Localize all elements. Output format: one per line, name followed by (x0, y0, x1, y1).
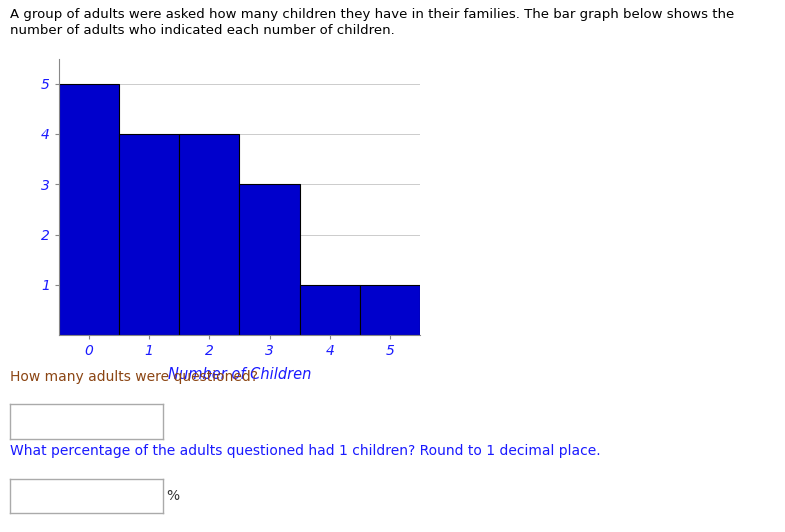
Text: A group of adults were asked how many children they have in their families. The : A group of adults were asked how many ch… (10, 8, 735, 21)
Text: What percentage of the adults questioned had 1 children? Round to 1 decimal plac: What percentage of the adults questioned… (10, 444, 601, 458)
Bar (360, 285, 420, 335)
Text: %: % (166, 489, 180, 503)
Bar (239, 184, 300, 335)
Bar (119, 134, 179, 335)
Bar (59, 84, 119, 335)
Text: number of adults who indicated each number of children.: number of adults who indicated each numb… (10, 24, 395, 37)
Bar (179, 134, 239, 335)
Text: How many adults were questioned?: How many adults were questioned? (10, 370, 258, 384)
Bar (300, 285, 360, 335)
X-axis label: Number of Children: Number of Children (168, 367, 311, 381)
